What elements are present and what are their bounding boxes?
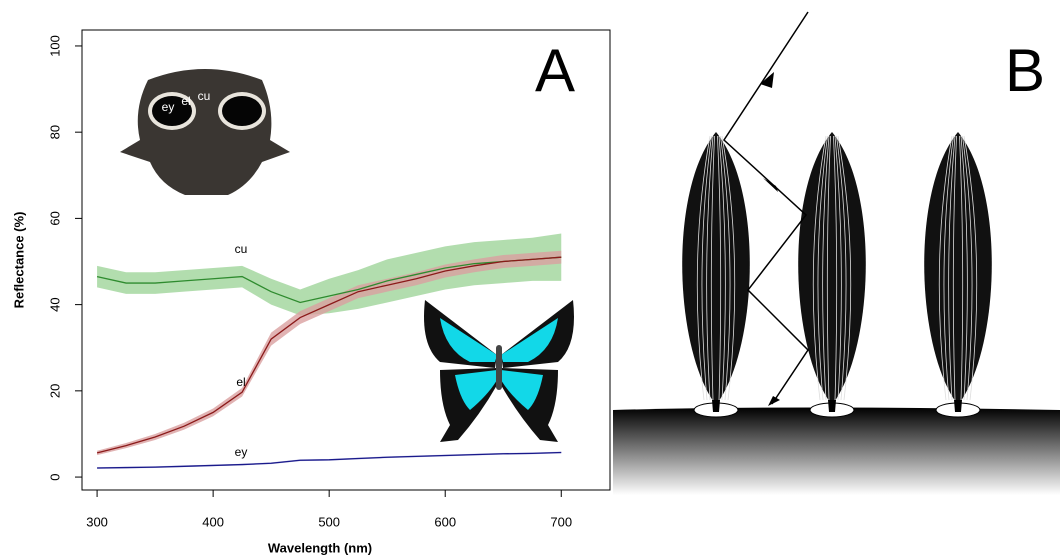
x-tick-label: 500 bbox=[318, 514, 340, 529]
y-axis-title: Reflectance (%) bbox=[11, 212, 26, 309]
x-tick-label: 700 bbox=[550, 514, 572, 529]
x-axis-title: Wavelength (nm) bbox=[268, 540, 372, 555]
inset-label: cu bbox=[198, 89, 211, 103]
series-label: cu bbox=[235, 242, 248, 256]
inset-label: el bbox=[181, 94, 190, 108]
pedicel bbox=[828, 400, 836, 412]
x-tick-label: 600 bbox=[434, 514, 456, 529]
y-tick-label: 100 bbox=[47, 35, 62, 57]
inset-label: ey bbox=[162, 100, 175, 114]
x-tick-label: 300 bbox=[86, 514, 108, 529]
y-tick-label: 40 bbox=[47, 297, 62, 311]
series-label: ey bbox=[235, 445, 248, 459]
panel-label: B bbox=[1005, 37, 1045, 104]
series-label: el bbox=[236, 375, 245, 389]
figure: A Wavelength (nm) Reflectance (%) B 300 4… bbox=[0, 0, 1063, 560]
butterfly-image bbox=[424, 300, 574, 442]
beetle-image: ey el cu bbox=[120, 69, 290, 195]
arrowheads bbox=[760, 72, 780, 406]
y-tick-label: 80 bbox=[47, 125, 62, 139]
scales bbox=[682, 132, 992, 417]
panel-label: A bbox=[535, 37, 575, 104]
pedicel bbox=[712, 400, 720, 412]
scale bbox=[798, 132, 866, 405]
scale bbox=[924, 132, 992, 405]
pedicel bbox=[954, 400, 962, 412]
x-tick-label: 400 bbox=[202, 514, 224, 529]
scale bbox=[682, 132, 750, 405]
diagram: B bbox=[613, 12, 1060, 495]
y-tick-label: 0 bbox=[47, 473, 62, 480]
y-tick-label: 20 bbox=[47, 384, 62, 398]
substrate bbox=[613, 408, 1060, 496]
y-tick-label: 60 bbox=[47, 211, 62, 225]
